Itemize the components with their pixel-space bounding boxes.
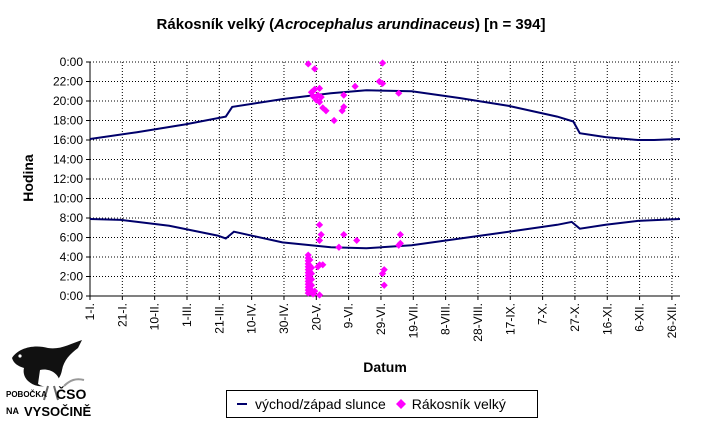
- y-tick-label: 20:00: [53, 94, 83, 108]
- data-point: [395, 89, 403, 97]
- legend-label-sun: východ/západ slunce: [255, 396, 386, 412]
- data-point: [306, 284, 314, 292]
- x-tick-label: 26-XII.: [665, 303, 679, 338]
- legend: východ/západ slunce Rákosník velký: [226, 390, 538, 418]
- sunset-line: [89, 89, 681, 141]
- data-point: [378, 59, 387, 67]
- y-tick-label: 6:00: [60, 231, 84, 245]
- x-axis-label: Datum: [363, 359, 407, 375]
- data-point: [311, 287, 319, 295]
- data-point: [311, 65, 319, 73]
- sunrise-line: [89, 218, 681, 250]
- data-point: [378, 79, 387, 88]
- data-point: [338, 107, 346, 115]
- data-point: [311, 85, 319, 93]
- data-point: [340, 103, 348, 111]
- x-tick-label: 28-VIII.: [471, 303, 485, 342]
- data-point: [315, 221, 324, 229]
- y-tick-label: 4:00: [60, 250, 84, 264]
- y-tick-label: 16:00: [53, 133, 83, 147]
- data-point: [315, 236, 324, 245]
- data-point: [307, 264, 316, 272]
- legend-swatch-sun: [237, 403, 247, 405]
- data-point: [335, 243, 343, 251]
- data-point: [317, 230, 325, 239]
- x-tick-label: 10-II.: [148, 303, 162, 330]
- x-tick-label: 30-IV.: [277, 303, 291, 334]
- legend-swatch-bird: [395, 399, 406, 409]
- data-point: [319, 104, 327, 112]
- x-tick-label: 8-VIII.: [439, 303, 453, 335]
- data-point: [306, 256, 314, 264]
- x-tick-label: 20-V.: [309, 303, 323, 331]
- logo-text-3: NA: [6, 406, 19, 416]
- y-tick-label: 0:00: [60, 289, 84, 303]
- legend-label-bird: Rákosník velký: [411, 396, 506, 412]
- y-tick-label: 18:00: [53, 114, 83, 128]
- x-tick-label: 29-VI.: [374, 303, 388, 335]
- data-point: [353, 236, 361, 245]
- data-point: [304, 60, 312, 68]
- x-tick-label: 19-VII.: [406, 303, 420, 338]
- data-point: [340, 91, 348, 99]
- data-point: [309, 290, 317, 298]
- data-point: [351, 82, 359, 90]
- x-tick-label: 7-X.: [536, 303, 550, 325]
- title-italic: Acrocephalus arundinaceus: [274, 16, 476, 33]
- legend-item-sun: východ/západ slunce: [237, 396, 386, 412]
- y-tick-label: 12:00: [53, 172, 83, 186]
- data-point: [307, 281, 316, 289]
- data-point: [315, 84, 324, 92]
- x-tick-label: 21-III.: [212, 303, 226, 334]
- bird-logo-icon: [12, 340, 85, 401]
- y-tick-label: 22:00: [53, 75, 83, 89]
- x-tick-label: 1-III.: [180, 303, 194, 327]
- x-tick-label: 17-IX.: [503, 303, 517, 335]
- data-point: [307, 269, 316, 278]
- y-tick-label: 10:00: [53, 192, 83, 206]
- x-tick-label: 10-IV.: [245, 303, 259, 334]
- data-point: [340, 230, 348, 239]
- data-point: [317, 93, 325, 101]
- logo-text-1: POBOČKA: [6, 390, 47, 399]
- x-tick-label: 27-X.: [568, 303, 582, 332]
- data-point: [396, 239, 404, 247]
- y-tick-label: 14:00: [53, 153, 83, 167]
- data-point: [378, 269, 387, 278]
- data-point: [315, 291, 324, 299]
- y-tick-label: 2:00: [60, 270, 84, 284]
- title-plain: Rákosník velký (: [156, 16, 275, 33]
- title-tail: ) [n = 394]: [475, 16, 546, 33]
- logo-text-2: ČSO: [56, 386, 87, 402]
- data-point: [330, 116, 338, 125]
- x-tick-label: 21-I.: [115, 303, 129, 327]
- logo-text-4: VYSOČINĚ: [24, 404, 92, 419]
- data-point: [322, 107, 330, 115]
- data-point: [307, 88, 316, 96]
- data-point: [309, 92, 317, 100]
- data-point: [314, 91, 322, 99]
- x-tick-label: 16-XI.: [600, 303, 614, 335]
- x-tick-label: 6-XII.: [633, 303, 647, 332]
- data-point: [312, 96, 320, 104]
- y-tick-label: 8:00: [60, 211, 84, 225]
- y-tick-label: 0:00: [60, 55, 84, 69]
- data-point: [319, 261, 327, 269]
- data-point: [380, 281, 388, 289]
- x-tick-label: 1-I.: [83, 303, 97, 320]
- chart-title: Rákosník velký (Acrocephalus arundinaceu…: [0, 16, 702, 33]
- y-axis-label: Hodina: [20, 154, 36, 202]
- data-point: [307, 275, 316, 284]
- x-tick-label: 9-VI.: [342, 303, 356, 328]
- legend-item-bird: Rákosník velký: [395, 396, 506, 412]
- data-point: [380, 266, 388, 274]
- data-point: [396, 230, 404, 239]
